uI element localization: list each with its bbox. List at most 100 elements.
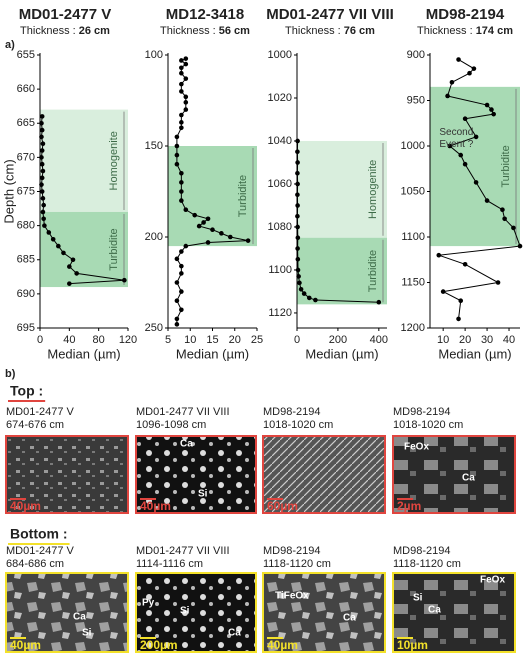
chart-subtitle: Thickness : 76 cm: [285, 25, 375, 37]
data-point: [67, 281, 72, 286]
y-tick-label: 1050: [401, 185, 425, 197]
y-tick-label: 1020: [268, 92, 292, 104]
data-point: [174, 298, 180, 304]
data-point: [245, 238, 251, 243]
data-point: [183, 56, 189, 61]
data-point: [196, 223, 202, 229]
chart-subtitle: Thickness : 26 cm: [20, 25, 110, 37]
mineral-label: FeOx: [480, 575, 505, 586]
data-point: [179, 289, 184, 294]
data-point: [174, 322, 180, 327]
scale-label: 40µm: [267, 638, 298, 652]
mineral-label: TiFeOx: [275, 591, 309, 602]
mineral-label: Ca: [462, 473, 475, 484]
micrograph: [262, 435, 386, 514]
y-tick-label: 1000: [268, 49, 292, 61]
thickness: 76 cm: [344, 25, 375, 37]
data-point: [295, 256, 301, 262]
data-point: [456, 57, 461, 62]
x-tick-label: 200: [329, 334, 347, 346]
data-point: [517, 243, 523, 249]
mineral-label: Py: [142, 598, 155, 609]
micrograph: [392, 435, 516, 514]
data-point: [39, 161, 45, 167]
subtitle-text: Thickness :: [160, 25, 219, 37]
y-tick-label: 660: [17, 83, 35, 95]
data-point: [39, 114, 45, 119]
data-point: [484, 102, 490, 108]
data-point: [462, 116, 468, 121]
annotation: Second: [439, 127, 473, 138]
y-tick-label: 680: [17, 220, 35, 232]
data-point: [295, 203, 300, 208]
y-tick-label: 1100: [401, 231, 425, 243]
data-point: [41, 216, 46, 222]
x-tick-label: 20: [229, 334, 241, 346]
data-point: [179, 112, 184, 118]
data-point: [295, 246, 300, 251]
data-point: [301, 291, 307, 296]
data-point: [179, 120, 184, 125]
x-tick-label: 5: [165, 334, 171, 346]
panel-label: b): [5, 368, 16, 380]
micrograph: [262, 572, 386, 653]
data-point: [39, 182, 44, 187]
image-caption: 1096-1098 cm: [136, 419, 206, 431]
data-point: [179, 171, 184, 176]
data-point: [471, 66, 477, 71]
data-point: [39, 134, 44, 140]
data-point: [511, 225, 516, 231]
image-caption: 674-676 cm: [6, 419, 64, 431]
scale-label: 40µm: [10, 638, 41, 652]
y-tick-label: 665: [17, 117, 35, 129]
image-caption: 684-686 cm: [6, 558, 64, 570]
data-point: [183, 94, 189, 100]
mineral-label: Ca: [343, 613, 356, 624]
data-point: [489, 107, 494, 112]
data-point: [295, 160, 300, 165]
data-point: [295, 267, 301, 273]
x-axis-label: Median (µm): [438, 346, 511, 361]
data-point: [467, 70, 472, 76]
y-tick-label: 1060: [268, 178, 292, 190]
data-point: [295, 235, 301, 241]
scale-label: 60µm: [267, 499, 298, 513]
band-label: Homogenite: [108, 131, 120, 190]
y-tick-label: 900: [407, 49, 425, 61]
y-tick-label: 950: [407, 94, 425, 106]
chart-subtitle: Thickness : 174 cm: [417, 25, 513, 37]
data-point: [183, 100, 189, 105]
data-point: [201, 220, 206, 225]
data-point: [39, 175, 45, 181]
image-caption: MD98-2194: [263, 545, 320, 557]
scale-label: 40µm: [10, 499, 41, 513]
image-caption: MD98-2194: [263, 406, 320, 418]
mineral-label: Si: [198, 489, 208, 500]
data-point: [174, 280, 180, 285]
data-point: [61, 250, 66, 256]
micrograph: [5, 572, 129, 653]
data-point: [458, 152, 464, 158]
data-point: [295, 181, 300, 187]
x-tick-label: 400: [370, 334, 388, 346]
y-tick-label: 690: [17, 288, 35, 300]
data-point: [56, 243, 61, 249]
y-tick-label: 695: [17, 322, 35, 334]
data-point: [500, 207, 505, 212]
y-tick-label: 685: [17, 254, 35, 266]
data-point: [174, 316, 180, 322]
data-point: [179, 70, 184, 76]
data-point: [295, 192, 300, 198]
data-point: [306, 295, 312, 301]
data-point: [495, 280, 501, 285]
data-point: [179, 249, 184, 254]
scale-label: 10µm: [397, 638, 428, 652]
data-point: [297, 280, 302, 286]
image-caption: MD01-2477 VII VIII: [136, 545, 230, 557]
band: [40, 109, 128, 212]
data-point: [183, 76, 189, 81]
data-point: [295, 138, 300, 144]
x-tick-label: 40: [63, 334, 75, 346]
y-axis-label: Depth (cm): [1, 159, 16, 223]
